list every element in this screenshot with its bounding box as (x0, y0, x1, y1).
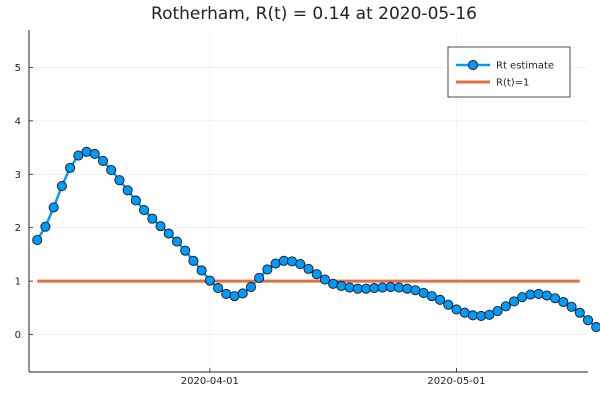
rt-estimate-point (533, 288, 544, 300)
rt-estimate-point (81, 146, 92, 157)
rt-estimate-point (65, 162, 76, 173)
rt-estimate-point (40, 221, 51, 232)
rt-estimate-point (130, 195, 141, 206)
rt-estimate-point (213, 283, 224, 294)
rt-estimate-point (402, 283, 413, 294)
rt-estimate-point (328, 278, 339, 289)
legend-box (447, 46, 571, 98)
rt-estimate-point (476, 310, 487, 321)
rt-estimate-point (443, 299, 454, 310)
rt-estimate-point (171, 236, 183, 247)
y-tick-label: 5 (15, 63, 21, 74)
chart-title: Rotherham, R(t) = 0.14 at 2020-05-16 (151, 4, 477, 24)
rt-estimate-point (188, 255, 199, 266)
y-tick-label: 1 (15, 277, 21, 288)
y-tick-label: 2 (15, 223, 21, 234)
legend-reference-label: R(t)=1 (496, 78, 529, 89)
rt-estimate-point (89, 148, 100, 160)
rt-estimate-point (196, 265, 207, 276)
rt-estimate-point (32, 234, 43, 246)
axes (28, 30, 588, 373)
rt-estimate-point (500, 301, 511, 312)
rt-estimate-point (147, 213, 158, 224)
rt-estimate-point (574, 307, 585, 318)
rt-estimate-point (303, 263, 314, 274)
legend: Rt estimate R(t)=1 (447, 46, 571, 98)
rt-estimate-point (73, 150, 84, 161)
legend-rt-estimate-marker (467, 59, 479, 71)
rt-estimate-point (48, 202, 59, 213)
rt-estimate-point (245, 281, 257, 293)
rt-estimate-point (204, 275, 215, 286)
rt-estimate-point (155, 221, 166, 232)
rt-estimate-point (344, 282, 355, 293)
rt-estimate-point (492, 306, 503, 317)
series-layer (32, 146, 600, 333)
x-tick-label: 2020-05-01 (427, 376, 485, 387)
tick-labels: 0 1 2 3 4 5 2020-04-01 2020-05-01 (15, 63, 486, 387)
rt-estimate-point (262, 264, 273, 275)
rt-estimate-point (163, 228, 174, 239)
y-tick-label: 4 (15, 116, 21, 127)
rt-estimate-point (56, 180, 67, 192)
y-tick-label: 0 (15, 330, 21, 341)
y-tick-label: 3 (15, 170, 21, 181)
rt-estimate-point (180, 245, 191, 256)
rt-estimate-point (295, 259, 306, 270)
rt-estimate-point (434, 294, 446, 305)
legend-rt-estimate-label: Rt estimate (496, 61, 554, 72)
rt-estimate-point (237, 288, 248, 299)
rt-estimate-point (122, 185, 133, 196)
rt-estimate-point (582, 315, 594, 326)
x-tick-label: 2020-04-01 (181, 376, 239, 387)
rt-estimate-point (393, 282, 404, 293)
rt-estimate-point (508, 296, 520, 307)
rt-estimate-point (254, 272, 265, 284)
rt-estimate-point (221, 288, 232, 300)
rt-estimate-point (484, 309, 495, 320)
rt-estimate-point (97, 155, 109, 166)
rt-estimate-point (550, 293, 561, 304)
rt-estimate-point (336, 280, 347, 292)
rt-estimate-point (114, 175, 125, 186)
rt-estimate-point (139, 205, 150, 216)
rt-estimate-point (106, 164, 117, 176)
rt-estimate-point (591, 322, 600, 333)
rt-estimate-point (319, 274, 330, 285)
rt-estimate-point (426, 291, 437, 302)
rt-estimate-point (311, 269, 322, 280)
rt-estimate-point (558, 296, 569, 308)
rt-estimate-point (566, 301, 577, 312)
